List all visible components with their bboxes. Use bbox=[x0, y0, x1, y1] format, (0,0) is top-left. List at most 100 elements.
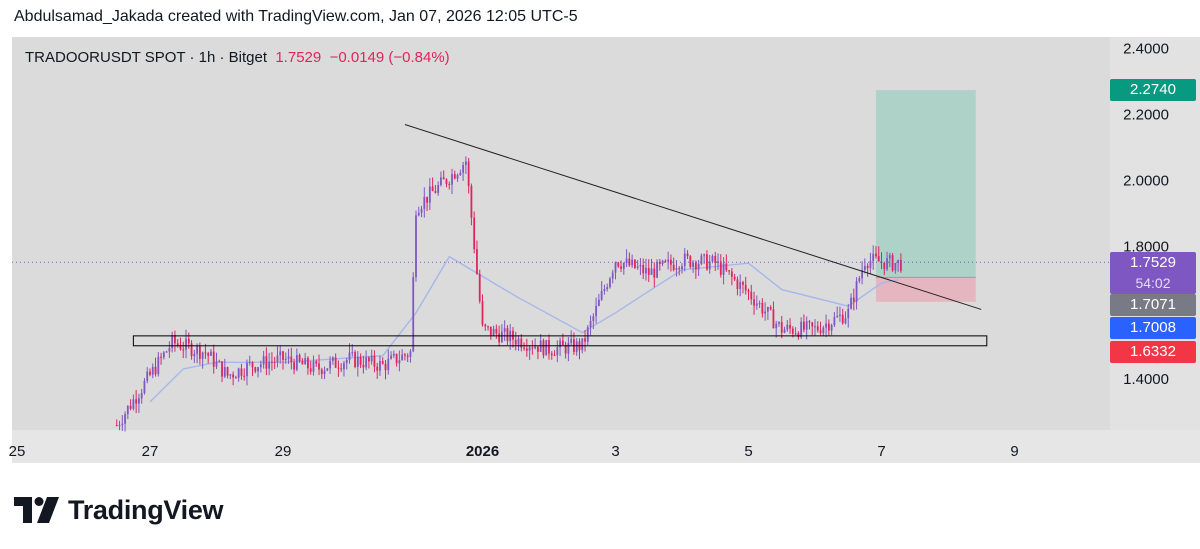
candle-body bbox=[525, 348, 528, 351]
time-tick-label: 29 bbox=[275, 443, 292, 460]
candle-body bbox=[758, 303, 761, 305]
candle-body bbox=[670, 259, 672, 265]
candle-body bbox=[326, 368, 329, 371]
price-tick-label: 2.4000 bbox=[1123, 41, 1169, 58]
candle-body bbox=[503, 328, 506, 332]
candle-body bbox=[138, 398, 140, 404]
candle-body bbox=[392, 353, 395, 356]
candle-body bbox=[398, 360, 401, 364]
candle-body bbox=[886, 258, 888, 270]
candle-body bbox=[284, 358, 287, 360]
candle-body bbox=[257, 367, 259, 372]
candle-body bbox=[165, 351, 168, 353]
candle-body bbox=[764, 311, 767, 314]
candle-body bbox=[373, 355, 376, 367]
candle-body bbox=[694, 262, 697, 270]
candle-body bbox=[581, 338, 584, 351]
candle-body bbox=[897, 259, 900, 264]
candle-body bbox=[174, 334, 176, 344]
candle-body bbox=[337, 367, 340, 369]
candle-body bbox=[783, 329, 786, 333]
candle-body bbox=[276, 355, 279, 363]
candle-body bbox=[556, 347, 559, 356]
candle-body bbox=[415, 215, 417, 278]
candle-body bbox=[542, 340, 545, 356]
price-axis-panel[interactable] bbox=[1110, 37, 1200, 432]
candle-body bbox=[766, 307, 769, 312]
candle-body bbox=[484, 324, 487, 327]
candle-body bbox=[888, 255, 891, 259]
candle-body bbox=[899, 259, 902, 271]
candle-body bbox=[187, 338, 190, 344]
candle-body bbox=[636, 266, 639, 268]
candle-body bbox=[176, 343, 179, 345]
candle-body bbox=[700, 255, 703, 264]
candle-body bbox=[440, 177, 442, 186]
candle-body bbox=[215, 361, 218, 367]
candle-body bbox=[196, 345, 199, 354]
candle-body bbox=[489, 326, 492, 336]
candle-body bbox=[861, 269, 864, 279]
candle-body bbox=[132, 399, 135, 409]
candle-body bbox=[883, 262, 886, 270]
candle-body bbox=[645, 267, 647, 274]
candle-body bbox=[234, 377, 237, 379]
candle-body bbox=[589, 320, 592, 328]
candle-body bbox=[290, 356, 293, 363]
candle-body bbox=[755, 303, 758, 306]
candle-body bbox=[545, 340, 548, 356]
candle-body bbox=[559, 340, 561, 348]
candle-body bbox=[517, 338, 520, 345]
candle-body bbox=[185, 338, 187, 350]
candle-body bbox=[661, 260, 664, 265]
candle-body bbox=[226, 367, 229, 376]
candle-body bbox=[343, 363, 345, 370]
symbol-legend[interactable]: TRADOORUSDT SPOT · 1h · Bitget 1.7529 −0… bbox=[25, 49, 450, 66]
candle-body bbox=[800, 321, 803, 338]
candle-body bbox=[387, 358, 390, 371]
candle-body bbox=[312, 361, 315, 372]
price-tick-label: 1.8000 bbox=[1123, 239, 1169, 256]
candle-body bbox=[775, 323, 778, 329]
candle-body bbox=[750, 291, 753, 300]
candle-body bbox=[295, 355, 298, 370]
time-axis-panel[interactable] bbox=[12, 430, 1200, 463]
candles-layer bbox=[115, 156, 902, 432]
candle-body bbox=[855, 280, 858, 302]
candle-body bbox=[365, 357, 368, 368]
candle-body bbox=[381, 361, 384, 364]
drawings-layer[interactable] bbox=[12, 124, 1110, 347]
candle-body bbox=[528, 347, 531, 351]
candle-body bbox=[689, 256, 692, 267]
candle-body bbox=[844, 318, 847, 324]
candle-body bbox=[620, 266, 622, 269]
candle-body bbox=[597, 299, 600, 306]
candle-body bbox=[825, 323, 827, 328]
candle-body bbox=[794, 333, 797, 335]
candle-body bbox=[420, 208, 423, 213]
candle-body bbox=[412, 277, 415, 352]
candle-body bbox=[711, 256, 714, 262]
candle-body bbox=[309, 368, 312, 372]
candle-body bbox=[822, 327, 825, 334]
candle-body bbox=[356, 356, 359, 367]
candle-body bbox=[345, 359, 348, 364]
candle-body bbox=[318, 363, 320, 370]
position-tool[interactable] bbox=[875, 90, 976, 302]
candle-body bbox=[791, 328, 794, 334]
candle-body bbox=[379, 361, 381, 371]
candle-body bbox=[417, 212, 420, 216]
candle-body bbox=[315, 361, 318, 364]
candle-body bbox=[647, 267, 650, 275]
time-tick-label: 25 bbox=[9, 443, 26, 460]
candle-body bbox=[271, 361, 273, 363]
candle-body bbox=[714, 256, 717, 264]
candle-body bbox=[866, 265, 869, 269]
candle-body bbox=[207, 353, 210, 356]
candle-body bbox=[827, 323, 830, 331]
candle-body bbox=[534, 346, 537, 349]
candle-body bbox=[329, 360, 332, 369]
candle-body bbox=[168, 348, 171, 352]
candle-body bbox=[719, 261, 722, 275]
